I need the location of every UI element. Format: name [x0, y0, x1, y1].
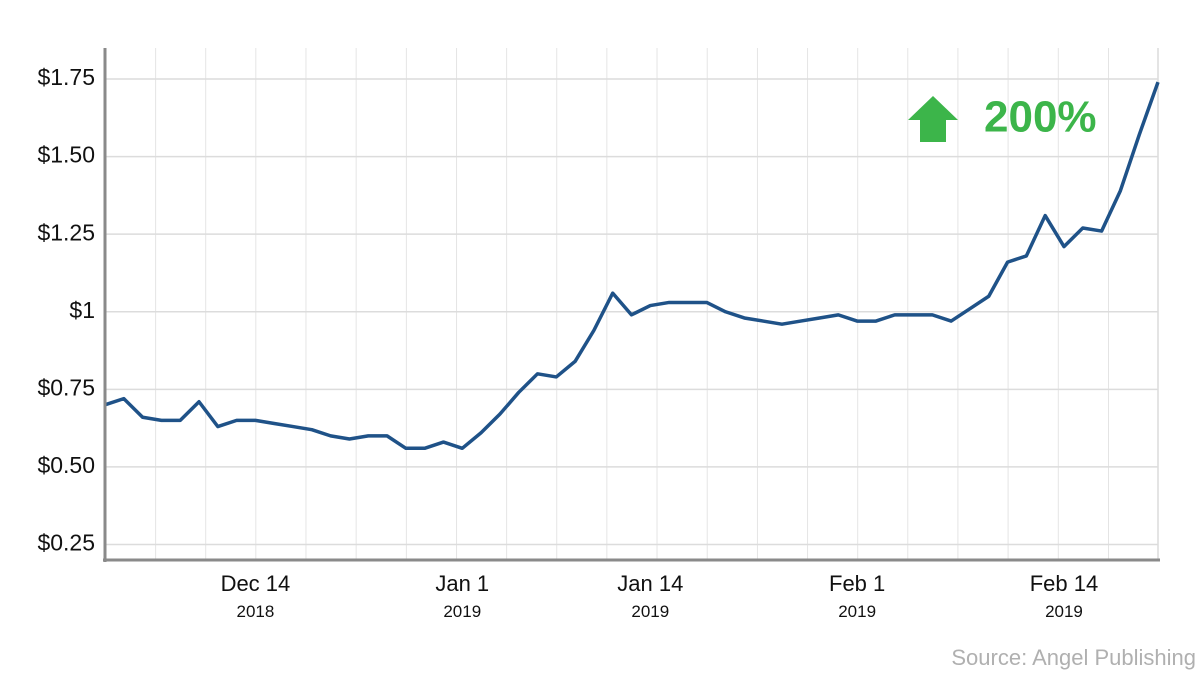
y-tick-label: $1	[69, 297, 95, 323]
up-arrow	[908, 96, 958, 142]
y-tick-label: $0.25	[37, 530, 95, 556]
plot	[104, 78, 1160, 546]
x-tick-label: Jan 1 2019	[435, 571, 489, 622]
y-tick-label: $1.75	[37, 64, 95, 90]
price-line	[104, 81, 1160, 451]
y-tick-label: $0.50	[37, 452, 95, 478]
y-tick-label: $0.75	[37, 374, 95, 400]
source: Source: Angel Publishing	[951, 645, 1196, 670]
y-tick-label: $1.50	[37, 142, 95, 168]
x-tick-label: Feb 14 2019	[1030, 571, 1099, 622]
annotation: 200%	[984, 93, 1097, 142]
y-tick-label: $1.25	[37, 219, 95, 245]
x-tick-label: Feb 1 2019	[829, 571, 885, 622]
vertical-grid	[105, 48, 1158, 560]
x-tick-label: Jan 14 2019	[617, 571, 683, 622]
x-tick-label: Dec 14 2018	[221, 571, 291, 622]
